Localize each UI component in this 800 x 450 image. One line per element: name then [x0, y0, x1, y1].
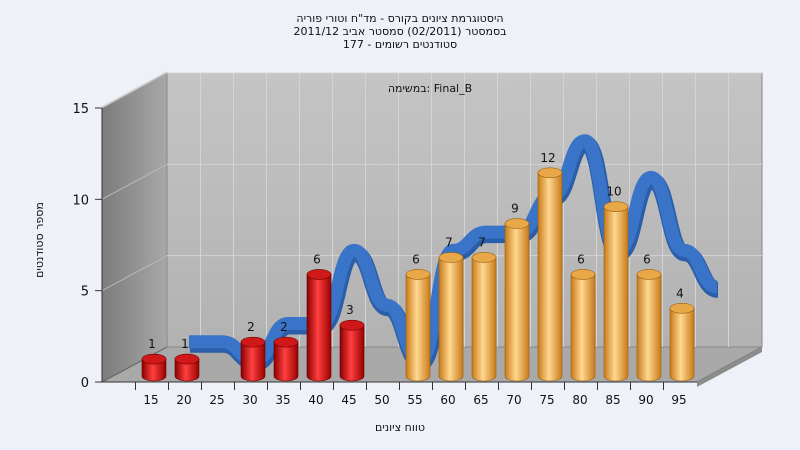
y-tick-label: 10 — [72, 193, 89, 208]
x-tick-label: 55 — [407, 393, 422, 407]
bar — [669, 302, 695, 382]
x-tick-label: 15 — [143, 393, 158, 407]
data-label: 12 — [540, 151, 555, 165]
bar-body — [471, 257, 497, 382]
bar-top — [669, 302, 695, 314]
data-label: 2 — [280, 320, 288, 334]
bar-top — [438, 252, 464, 263]
grid-side — [101, 163, 168, 200]
grid-side — [101, 255, 168, 292]
bar-top — [306, 269, 332, 280]
bars — [141, 167, 695, 382]
bar — [570, 269, 596, 382]
data-label: 10 — [606, 185, 621, 199]
grid-side — [101, 72, 168, 109]
title-line-1: היסטוגרמת ציונים בקורס - מד"ח וטורי פורי… — [296, 12, 503, 25]
data-label: 6 — [577, 252, 585, 266]
bar-body — [570, 274, 596, 382]
chart-title: היסטוגרמת ציונים בקורס - מד"ח וטורי פורי… — [293, 12, 506, 51]
bar-body — [438, 257, 464, 382]
bar-body — [306, 274, 332, 382]
x-tick-label: 30 — [242, 393, 257, 407]
bar-top — [603, 201, 629, 212]
x-tick-label: 80 — [572, 393, 587, 407]
right-edge — [697, 347, 762, 387]
bar-top — [636, 269, 662, 280]
x-tick-label: 85 — [605, 393, 620, 407]
bar-top — [240, 336, 266, 348]
x-axis-title: טווח ציונים — [375, 421, 425, 434]
x-tick-label: 60 — [440, 393, 455, 407]
bar-body — [669, 307, 695, 382]
title-line-2: בסמסטר (02/2011) סמסטר אביב 2011/12 — [293, 25, 506, 38]
x-tick-label: 40 — [308, 393, 323, 407]
bar-body — [636, 274, 662, 382]
bar-body — [537, 172, 563, 382]
x-tick-label: 50 — [374, 393, 389, 407]
x-tick-label: 65 — [473, 393, 488, 407]
bar-body — [405, 274, 431, 382]
data-label: 9 — [511, 202, 519, 216]
bar — [438, 252, 464, 382]
data-label: 3 — [346, 303, 354, 317]
bar-top — [471, 252, 497, 263]
left-wall — [101, 72, 168, 383]
data-label: 6 — [313, 252, 321, 266]
x-tick-label: 35 — [275, 393, 290, 407]
bar-top — [273, 336, 299, 348]
title-line-3: סטודנטים רשומים - 177 — [343, 38, 457, 51]
bar — [141, 353, 167, 382]
bar-body — [339, 324, 365, 382]
bar-body — [174, 358, 200, 382]
bar-top — [174, 353, 200, 365]
bar-top — [141, 353, 167, 365]
bar — [603, 201, 629, 382]
data-label: 1 — [148, 337, 156, 351]
bar — [405, 269, 431, 382]
data-label: 4 — [676, 286, 684, 300]
data-label: 2 — [247, 320, 255, 334]
bar-top — [537, 167, 563, 179]
bar — [273, 336, 299, 382]
bar-top — [504, 218, 530, 229]
y-tick-label: 15 — [72, 102, 89, 117]
bar-body — [240, 341, 266, 382]
bar-top — [570, 269, 596, 280]
bar-body — [504, 223, 530, 382]
y-tick-label: 5 — [81, 285, 89, 300]
bar — [504, 218, 530, 382]
x-tick-label: 75 — [539, 393, 554, 407]
x-tick-label: 70 — [506, 393, 521, 407]
data-label: 7 — [445, 235, 453, 249]
bar-body — [141, 358, 167, 382]
bar — [471, 252, 497, 382]
bar — [339, 319, 365, 382]
trend-ribbon-line — [188, 134, 719, 367]
bar — [174, 353, 200, 382]
x-tick-label: 25 — [209, 393, 224, 407]
bar-body — [603, 206, 629, 382]
data-label: 6 — [643, 252, 651, 266]
x-axis: 15 20 25 30 35 40 45 50 55 60 65 70 75 80 85 90 95 — [102, 381, 697, 407]
bar-top — [405, 269, 431, 280]
x-tick-label: 95 — [671, 393, 686, 407]
data-label: 7 — [478, 235, 486, 249]
x-tick-label: 45 — [341, 393, 356, 407]
y-axis-title: מספר סטודנטים — [33, 202, 46, 278]
bar — [306, 269, 332, 382]
bar — [537, 167, 563, 382]
y-tick-label: 0 — [81, 376, 89, 391]
bar — [636, 269, 662, 382]
data-label: 1 — [181, 337, 189, 351]
x-tick-label: 90 — [638, 393, 653, 407]
legend-label: Final_B :במשימה — [388, 82, 472, 95]
data-label: 6 — [412, 252, 420, 266]
bar-body — [273, 341, 299, 382]
bar-top — [339, 319, 365, 331]
bar — [240, 336, 266, 382]
x-tick-label: 20 — [176, 393, 191, 407]
y-axis-ticks: 0 5 10 15 — [72, 102, 103, 391]
